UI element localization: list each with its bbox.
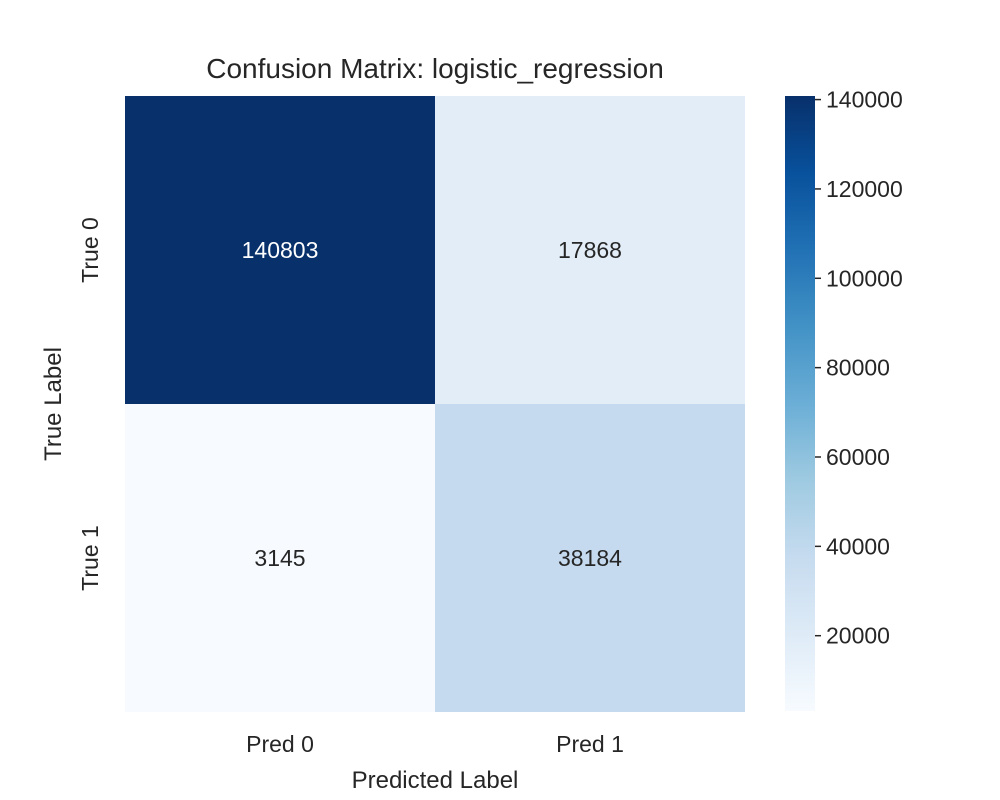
cell-value-label: 140803	[242, 237, 319, 263]
cell-value-label: 17868	[558, 237, 622, 263]
cell-value-label: 3145	[254, 545, 305, 571]
chart-title: Confusion Matrix: logistic_regression	[206, 53, 664, 84]
x-tick-label: Pred 1	[556, 731, 624, 757]
colorbar-tick-label: 80000	[826, 355, 890, 381]
x-tick-label: Pred 0	[246, 731, 314, 757]
colorbar: 20000 40000 60000 80000 100000 120000 140000	[785, 87, 903, 711]
y-tick-label: True 0	[77, 217, 103, 283]
x-axis-label: Predicted Label	[352, 767, 519, 794]
y-axis-label: True Label	[40, 347, 67, 461]
heatmap-cells: 140803 17868 3145 38184	[125, 96, 745, 712]
colorbar-tick-label: 60000	[826, 444, 890, 470]
colorbar-ticks: 20000 40000 60000 80000 100000 120000 140000	[815, 87, 903, 649]
y-tick-label: True 1	[77, 525, 103, 591]
colorbar-tick-label: 120000	[826, 176, 903, 202]
heatmap-cell	[125, 404, 435, 712]
colorbar-tick-label: 100000	[826, 265, 903, 291]
x-tick-labels: Pred 0 Pred 1	[246, 731, 624, 757]
colorbar-tick-label: 40000	[826, 533, 890, 559]
heatmap-cell	[435, 96, 745, 404]
cell-value-label: 38184	[558, 545, 622, 571]
colorbar-gradient	[785, 96, 815, 711]
colorbar-tick-label: 20000	[826, 623, 890, 649]
heatmap-cell	[435, 404, 745, 712]
y-tick-labels: True 0 True 1	[77, 217, 103, 591]
heatmap-cell	[125, 96, 435, 404]
colorbar-tick-label: 140000	[826, 87, 903, 113]
